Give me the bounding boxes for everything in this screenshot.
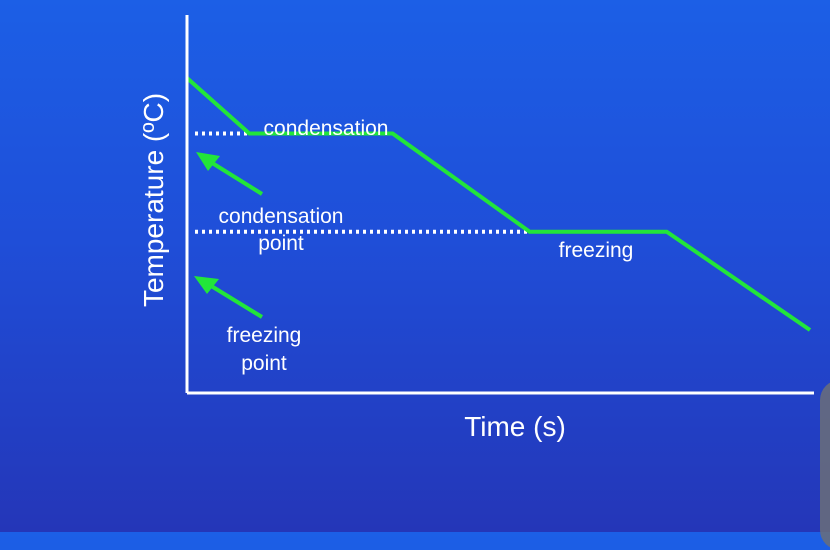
annotation-condensation-point-line1: condensation [219, 205, 344, 228]
annotation-freezing-point-line2: point [241, 352, 287, 375]
reference-lines [195, 131, 530, 234]
arrow-freezing-point-head [194, 276, 219, 294]
cooling-curve-line [185, 76, 812, 332]
arrow-condensation-point-shaft [207, 159, 264, 196]
annotation-condensation: condensation [264, 117, 389, 140]
y-axis-label: Temperature (ºC) [138, 93, 169, 307]
presenter-silhouette [820, 380, 830, 550]
arrow-freezing-point-shaft [206, 282, 264, 319]
annotation-freezing-point-line1: freezing [227, 324, 302, 347]
arrow-condensation-point [196, 152, 264, 196]
arrow-freezing-point [194, 276, 264, 319]
x-axis-label: Time (s) [464, 411, 566, 442]
heating-curve-chart: condensation freezing condensation point… [138, 76, 812, 442]
annotation-condensation-point-line2: point [258, 232, 304, 255]
arrow-condensation-point-head [196, 152, 220, 171]
annotation-freezing: freezing [559, 239, 634, 262]
